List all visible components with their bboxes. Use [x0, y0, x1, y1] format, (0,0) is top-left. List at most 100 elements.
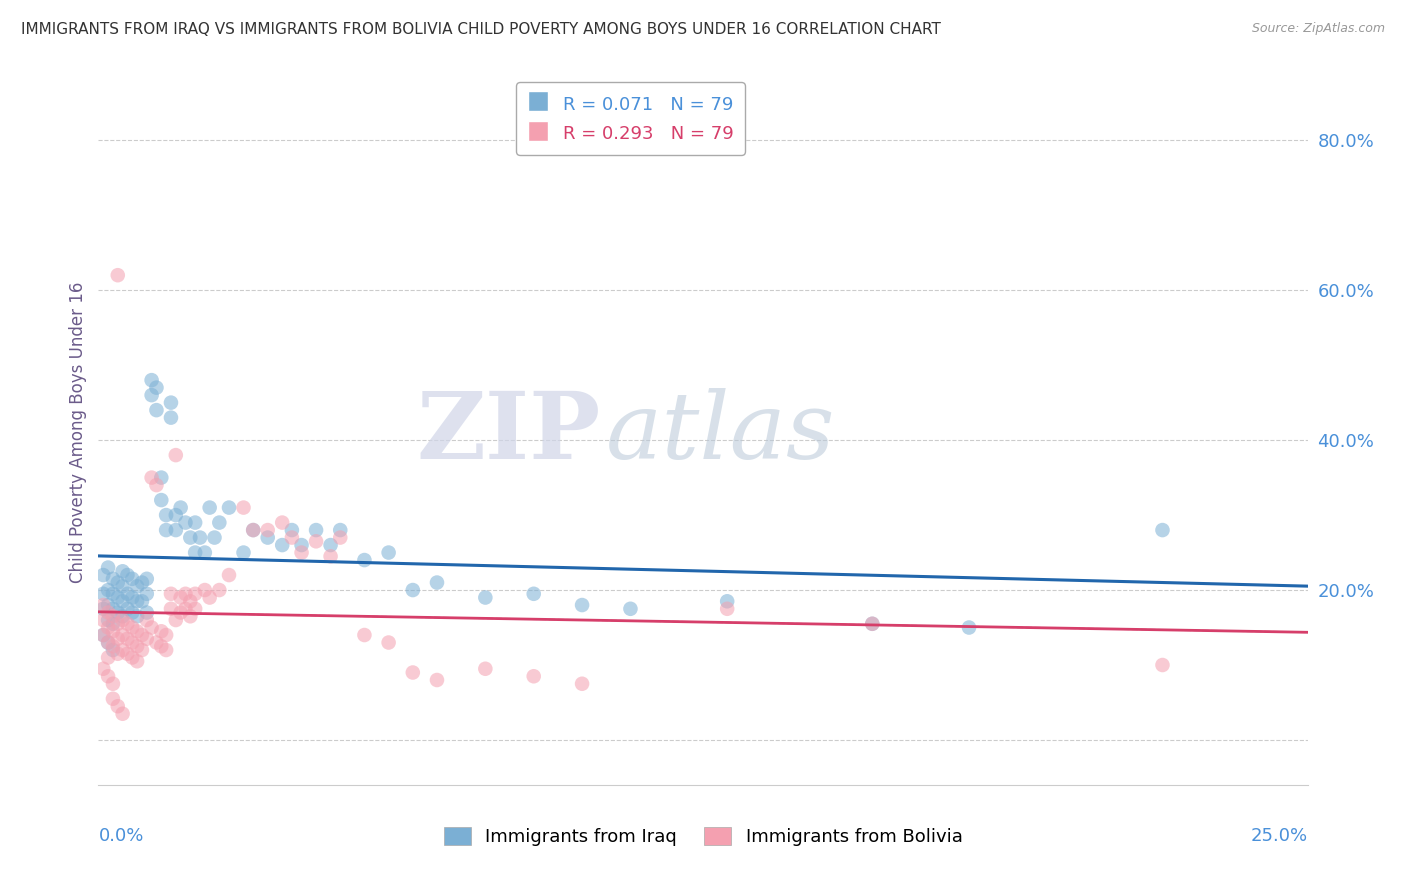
Point: [135, 613, 157, 627]
Point: [111, 579, 134, 593]
Point: [290, 545, 312, 559]
Point: [135, 606, 157, 620]
Point: [256, 523, 278, 537]
Point: [91, 613, 114, 627]
Point: [218, 568, 240, 582]
Point: [97, 606, 120, 620]
Text: Source: ZipAtlas.com: Source: ZipAtlas.com: [1251, 22, 1385, 36]
Point: [117, 568, 139, 582]
Point: [135, 632, 157, 646]
Point: [155, 523, 177, 537]
Point: [198, 591, 221, 605]
Y-axis label: Child Poverty Among Boys Under 16: Child Poverty Among Boys Under 16: [69, 282, 87, 583]
Point: [145, 381, 167, 395]
Point: [169, 606, 191, 620]
Point: [101, 602, 124, 616]
Point: [426, 673, 449, 687]
Point: [523, 669, 546, 683]
Text: atlas: atlas: [606, 388, 835, 477]
Point: [91, 568, 114, 582]
Point: [165, 523, 187, 537]
Point: [188, 531, 211, 545]
Point: [716, 602, 738, 616]
Point: [141, 388, 163, 402]
Point: [97, 635, 120, 649]
Point: [127, 594, 149, 608]
Point: [353, 553, 375, 567]
Point: [101, 677, 124, 691]
Point: [121, 606, 143, 620]
Point: [117, 602, 139, 616]
Point: [97, 598, 120, 612]
Point: [571, 677, 593, 691]
Point: [150, 493, 173, 508]
Point: [107, 575, 129, 590]
Point: [97, 613, 120, 627]
Point: [111, 613, 134, 627]
Point: [97, 582, 120, 597]
Point: [101, 572, 124, 586]
Point: [131, 575, 153, 590]
Point: [141, 470, 163, 484]
Point: [141, 621, 163, 635]
Point: [198, 500, 221, 515]
Point: [121, 572, 143, 586]
Point: [474, 662, 496, 676]
Point: [474, 591, 496, 605]
Point: [155, 628, 177, 642]
Point: [101, 643, 124, 657]
Point: [107, 591, 129, 605]
Point: [141, 373, 163, 387]
Point: [184, 587, 207, 601]
Point: [97, 650, 120, 665]
Point: [165, 448, 187, 462]
Point: [716, 594, 738, 608]
Point: [194, 582, 217, 597]
Point: [179, 609, 201, 624]
Point: [271, 538, 294, 552]
Point: [111, 643, 134, 657]
Point: [179, 531, 201, 545]
Point: [107, 268, 129, 283]
Point: [184, 545, 207, 559]
Point: [91, 662, 114, 676]
Point: [1152, 523, 1174, 537]
Point: [127, 579, 149, 593]
Point: [319, 538, 342, 552]
Point: [127, 609, 149, 624]
Point: [111, 564, 134, 578]
Point: [281, 523, 304, 537]
Point: [107, 616, 129, 631]
Point: [101, 587, 124, 601]
Point: [97, 669, 120, 683]
Point: [111, 594, 134, 608]
Point: [165, 508, 187, 522]
Point: [121, 635, 143, 649]
Point: [117, 647, 139, 661]
Text: IMMIGRANTS FROM IRAQ VS IMMIGRANTS FROM BOLIVIA CHILD POVERTY AMONG BOYS UNDER 1: IMMIGRANTS FROM IRAQ VS IMMIGRANTS FROM …: [21, 22, 941, 37]
Point: [131, 628, 153, 642]
Point: [107, 699, 129, 714]
Point: [121, 621, 143, 635]
Point: [1152, 658, 1174, 673]
Point: [160, 602, 183, 616]
Point: [174, 587, 197, 601]
Point: [127, 624, 149, 639]
Point: [135, 572, 157, 586]
Point: [329, 523, 352, 537]
Point: [169, 500, 191, 515]
Point: [402, 665, 425, 680]
Point: [150, 624, 173, 639]
Point: [111, 628, 134, 642]
Point: [165, 613, 187, 627]
Point: [523, 587, 546, 601]
Point: [145, 478, 167, 492]
Point: [97, 560, 120, 574]
Point: [97, 635, 120, 649]
Point: [145, 403, 167, 417]
Point: [208, 582, 231, 597]
Point: [135, 587, 157, 601]
Point: [155, 508, 177, 522]
Point: [160, 395, 183, 409]
Point: [377, 545, 399, 559]
